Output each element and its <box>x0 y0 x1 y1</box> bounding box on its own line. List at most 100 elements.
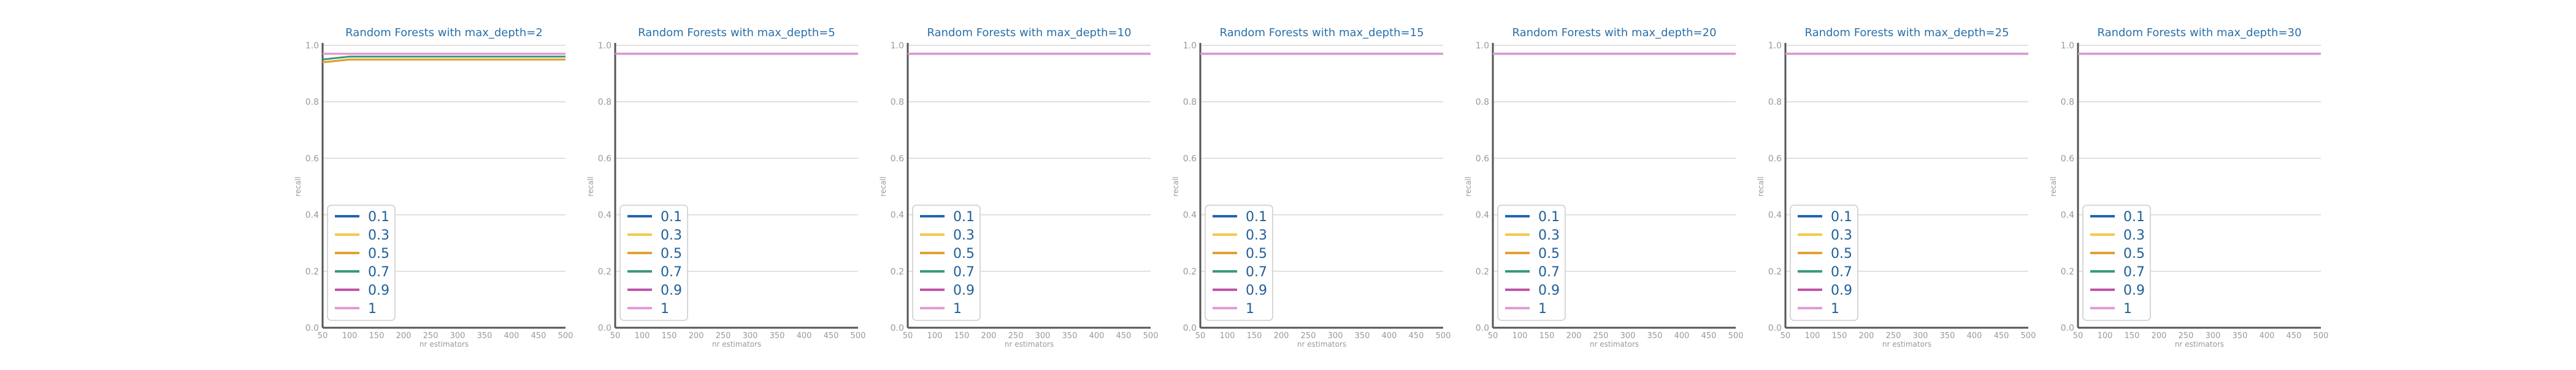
x-tick-label: 300 <box>2206 331 2221 341</box>
x-tick-label: 50 <box>1488 331 1498 341</box>
y-tick-label: 0.0 <box>1768 323 1782 333</box>
legend-label: 1 <box>1538 301 1547 317</box>
x-tick-label: 400 <box>504 331 519 341</box>
chart-panel-2: Random Forests with max_depth=5 0.0 0.2 0.4… <box>586 26 865 349</box>
legend-label: 0.5 <box>1831 246 1852 262</box>
y-tick-label: 0.6 <box>1768 154 1782 164</box>
x-tick-label: 300 <box>450 331 466 341</box>
x-tick-label: 300 <box>1620 331 1636 341</box>
chart-panel-5: Random Forests with max_depth=20 0.0 0.2 0.… <box>1464 26 1743 349</box>
y-tick-label: 1.0 <box>305 41 319 51</box>
x-tick-label: 400 <box>797 331 812 341</box>
x-tick-label: 400 <box>1382 331 1397 341</box>
legend: 0.1 0.3 0.5 0.7 0.9 1 <box>1497 205 1566 321</box>
y-tick-label: 1.0 <box>2061 41 2074 51</box>
x-tick-label: 150 <box>662 331 677 341</box>
y-tick-label: 0.2 <box>1183 267 1197 277</box>
x-tick-label: 100 <box>1220 331 1235 341</box>
x-tick-label: 350 <box>477 331 493 341</box>
chart-title: Random Forests with max_depth=5 <box>638 26 835 39</box>
y-tick-label: 1.0 <box>891 41 904 51</box>
series-lines <box>322 53 565 64</box>
x-tick-label: 200 <box>1859 331 1874 341</box>
x-tick-label: 300 <box>1035 331 1051 341</box>
legend-label: 0.5 <box>1246 246 1267 262</box>
x-tick-label: 150 <box>954 331 970 341</box>
y-tick-label: 0.0 <box>891 323 904 333</box>
x-tick-label: 250 <box>716 331 731 341</box>
y-tick-label: 0.0 <box>2061 323 2074 333</box>
x-tick-label: 450 <box>531 331 546 341</box>
x-tick-label: 450 <box>1994 331 2009 341</box>
legend-label: 1 <box>1246 301 1254 317</box>
legend-label: 0.9 <box>1831 283 1852 298</box>
chart-panel-7: Random Forests with max_depth=30 0.0 0.2 0.… <box>2049 26 2328 349</box>
legend-label: 0.3 <box>2123 228 2145 243</box>
x-tick-label: 200 <box>1566 331 1582 341</box>
x-tick-label: 50 <box>318 331 328 341</box>
x-tick-label: 400 <box>1967 331 1982 341</box>
legend: 0.1 0.3 0.5 0.7 0.9 1 <box>1205 205 1273 321</box>
x-tick-label: 450 <box>1409 331 1424 341</box>
x-tick-label: 100 <box>342 331 358 341</box>
y-tick-label: 0.4 <box>598 211 611 221</box>
y-axis-label: recall <box>879 176 887 197</box>
y-tick-label: 0.0 <box>598 323 611 333</box>
x-tick-label: 150 <box>369 331 385 341</box>
legend-label: 0.3 <box>1246 228 1267 243</box>
x-tick-label: 250 <box>423 331 439 341</box>
y-axis-label: recall <box>1171 176 1180 197</box>
x-tick-label: 200 <box>396 331 412 341</box>
x-tick-label: 200 <box>2152 331 2167 341</box>
legend-label: 0.5 <box>368 246 389 262</box>
legend-label: 0.5 <box>1538 246 1560 262</box>
x-tick-label: 500 <box>1436 331 1451 341</box>
legend-label: 0.9 <box>2123 283 2145 298</box>
y-tick-label: 0.6 <box>2061 154 2074 164</box>
x-tick-label: 250 <box>1008 331 1024 341</box>
y-tick-label: 0.2 <box>598 267 611 277</box>
legend-label: 0.7 <box>2123 265 2145 280</box>
chart-title: Random Forests with max_depth=15 <box>1219 26 1424 39</box>
legend-label: 0.7 <box>368 265 389 280</box>
y-tick-label: 0.6 <box>891 154 904 164</box>
y-tick-label: 0.8 <box>305 97 319 107</box>
x-tick-label: 100 <box>1512 331 1528 341</box>
chart-title: Random Forests with max_depth=20 <box>1512 26 1716 39</box>
x-tick-label: 300 <box>1913 331 1928 341</box>
legend-label: 0.9 <box>953 283 975 298</box>
legend-label: 0.9 <box>661 283 682 298</box>
y-tick-label: 0.6 <box>1476 154 1489 164</box>
x-tick-label: 50 <box>903 331 913 341</box>
y-tick-label: 1.0 <box>598 41 611 51</box>
x-axis-label: nr estimators <box>1297 340 1346 349</box>
x-tick-label: 500 <box>851 331 866 341</box>
y-axis-label: recall <box>1757 176 1765 197</box>
x-tick-label: 450 <box>824 331 839 341</box>
y-tick-label: 0.4 <box>891 211 904 221</box>
y-tick-label: 0.8 <box>891 97 904 107</box>
y-axis-label: recall <box>1464 176 1473 197</box>
y-tick-label: 0.4 <box>305 211 319 221</box>
chart-panel-6: Random Forests with max_depth=25 0.0 0.2 0.… <box>1757 26 2036 349</box>
y-tick-label: 0.6 <box>1183 154 1197 164</box>
chart-title: Random Forests with max_depth=10 <box>927 26 1131 39</box>
legend-label: 0.7 <box>661 265 682 280</box>
x-tick-label: 400 <box>1089 331 1105 341</box>
y-tick-label: 0.8 <box>1476 97 1489 107</box>
x-tick-label: 400 <box>2260 331 2275 341</box>
legend-label: 0.7 <box>1831 265 1852 280</box>
y-tick-label: 1.0 <box>1768 41 1782 51</box>
x-tick-label: 350 <box>1940 331 1955 341</box>
y-tick-label: 0.6 <box>598 154 611 164</box>
y-tick-label: 0.4 <box>1183 211 1197 221</box>
legend-label: 0.5 <box>2123 246 2145 262</box>
x-tick-label: 500 <box>558 331 573 341</box>
y-axis-label: recall <box>586 176 595 197</box>
legend-label: 1 <box>2123 301 2132 317</box>
legend-label: 0.1 <box>2123 210 2145 225</box>
x-tick-label: 350 <box>1062 331 1078 341</box>
x-tick-label: 50 <box>610 331 621 341</box>
legend: 0.1 0.3 0.5 0.7 0.9 1 <box>912 205 981 321</box>
